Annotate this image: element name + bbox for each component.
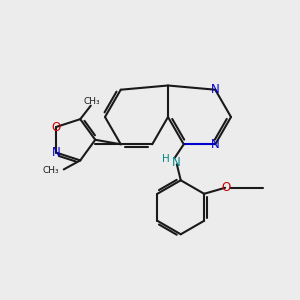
Text: N: N (52, 146, 60, 159)
Text: H: H (162, 154, 169, 164)
Text: N: N (211, 138, 220, 151)
Text: CH₃: CH₃ (43, 167, 59, 176)
Text: O: O (221, 181, 230, 194)
Text: N: N (172, 156, 181, 169)
Text: O: O (51, 121, 61, 134)
Text: N: N (211, 83, 220, 96)
Text: CH₃: CH₃ (84, 97, 101, 106)
